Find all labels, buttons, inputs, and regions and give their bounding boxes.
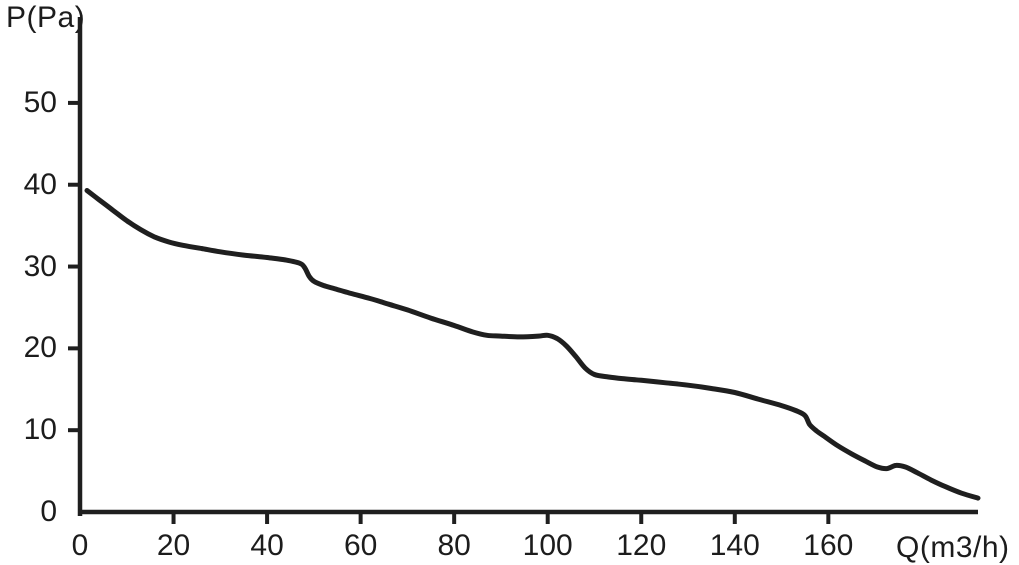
ticks-layer	[68, 100, 831, 524]
y-axis-label: P(Pa)	[6, 1, 86, 34]
fan-curve-line	[84, 188, 981, 501]
axes-layer	[77, 17, 978, 516]
y-tick-label: 50	[23, 85, 57, 119]
x-tick-label: 100	[522, 529, 573, 562]
y-tick-label: 0	[40, 495, 57, 528]
y-tick-label: 10	[23, 413, 57, 447]
x-tick-label: 60	[343, 529, 378, 562]
x-tick-label: 120	[616, 529, 667, 562]
x-tick-label: 80	[437, 529, 471, 562]
x-tick-label: 0	[71, 529, 89, 562]
y-tick-label: 20	[23, 331, 57, 365]
x-tick-label: 160	[803, 529, 854, 562]
x-tick-label: 140	[709, 529, 760, 562]
x-tick-label: 40	[250, 529, 284, 562]
x-tick-label: 20	[156, 529, 191, 562]
y-tick-label: 40	[23, 167, 57, 201]
x-axis-label: Q(m3/h)	[896, 531, 1010, 564]
y-tick-label: 30	[23, 249, 57, 283]
